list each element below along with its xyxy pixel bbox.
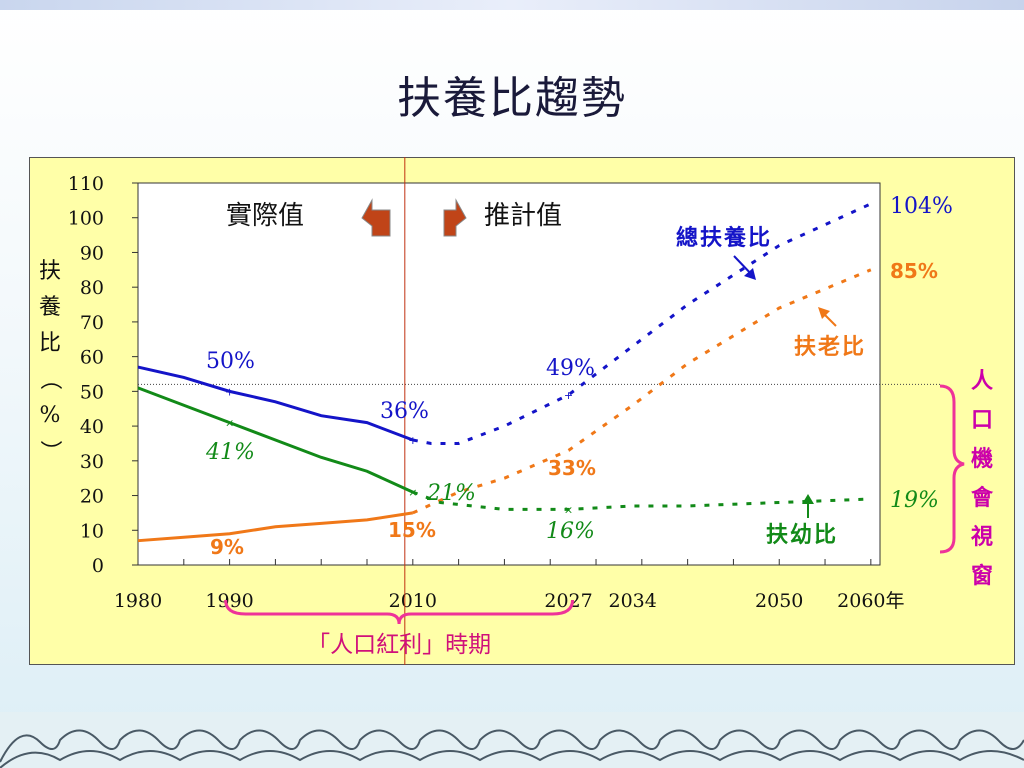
value-label-old-1990: 9%: [210, 535, 244, 559]
window-brace: [939, 384, 965, 554]
window-label-char: 人: [971, 369, 993, 394]
x-tick-label: 2010: [389, 590, 437, 612]
series-label-old: 扶老比: [794, 335, 866, 360]
x-tick-label: 2034: [608, 590, 656, 612]
y-axis-label-char: ）: [37, 440, 62, 462]
value-label-total-2060: 104%: [890, 194, 953, 219]
value-label-child-2027: 16%: [546, 519, 595, 544]
value-label-old-2060: 85%: [890, 259, 938, 283]
y-axis-label-char: （: [37, 368, 62, 390]
value-label-child-2060: 19%: [890, 488, 939, 513]
value-label-total-2010: 36%: [380, 399, 429, 424]
y-axis-label-char: 扶: [39, 259, 61, 284]
child-series-projected-line: [412, 490, 871, 511]
arrowhead-total: [744, 268, 756, 280]
arrow-right-icon: [443, 198, 467, 237]
value-label-child-1990: 41%: [205, 440, 255, 465]
window-label-char: 視: [971, 525, 993, 550]
child-series-actual-line: [137, 386, 414, 494]
data-point-marker: ×: [564, 503, 573, 516]
y-tick-label: 70: [80, 312, 104, 334]
value-label-old-2027: 33%: [548, 456, 596, 480]
arrowhead-child: [802, 494, 814, 504]
window-label-char: 口: [971, 408, 993, 433]
x-tick-label: 2027: [544, 590, 592, 612]
x-tick-label: 1980: [114, 590, 162, 612]
x-tick-label: 1990: [205, 590, 253, 612]
data-point-marker: +: [408, 434, 417, 447]
window-label-char: 會: [971, 485, 994, 511]
value-label-child-2010: 21%: [426, 481, 476, 506]
old-age-series-actual-line: [137, 511, 414, 543]
value-label-total-2027: 49%: [546, 356, 595, 381]
y-tick-label: 20: [80, 486, 104, 508]
dividend-brace: [224, 599, 575, 625]
y-axis-label-char: %: [40, 403, 61, 428]
plot-area: [137, 182, 881, 566]
y-tick-label: 0: [92, 555, 104, 577]
value-label-total-1990: 50%: [206, 349, 255, 374]
y-tick-label: 60: [80, 347, 104, 369]
page-title: 扶養比趨勢: [397, 73, 627, 124]
data-point-marker: +: [564, 389, 573, 402]
y-tick-label: 30: [80, 451, 104, 473]
arrowhead-old: [818, 307, 830, 319]
series-label-child: 扶幼比: [766, 522, 838, 548]
dividend-label: 「人口紅利」時期: [307, 632, 491, 658]
y-tick-label: 50: [80, 381, 104, 403]
projected-label: 推計值: [484, 201, 562, 231]
dependency-ratio-chart: 0 10 20 30 40 50 60 70 80 90 100 110 1980 1990 2010 202…: [37, 157, 994, 665]
y-tick-label: 40: [80, 416, 104, 438]
actual-label: 實際值: [226, 201, 304, 231]
x-tick-label: 2050: [755, 590, 803, 612]
data-point-marker: ×: [408, 486, 417, 499]
window-label-char: 窗: [971, 563, 993, 589]
y-tick-label: 80: [80, 277, 104, 299]
y-axis-label-char: 養: [39, 295, 61, 320]
old-age-series-projected-line: [412, 268, 872, 515]
y-tick-label: 10: [80, 520, 104, 542]
series-label-total: 總扶養比: [676, 225, 772, 251]
total-series-actual-line: [137, 365, 414, 442]
y-axis-label-char: 比: [39, 331, 61, 356]
window-label-char: 機: [971, 447, 993, 472]
y-tick-label: 90: [80, 242, 104, 264]
value-label-old-2010: 15%: [388, 518, 436, 542]
data-point-marker: +: [225, 385, 234, 398]
top-decoration-bar: [0, 0, 1024, 10]
arrow-left-icon: [361, 198, 391, 237]
y-tick-label: 110: [68, 173, 104, 195]
x-tick-label: 2060年: [837, 590, 904, 612]
data-point-marker: ×: [225, 417, 234, 430]
y-tick-label: 100: [68, 208, 104, 230]
wave-decoration: [0, 712, 1024, 768]
